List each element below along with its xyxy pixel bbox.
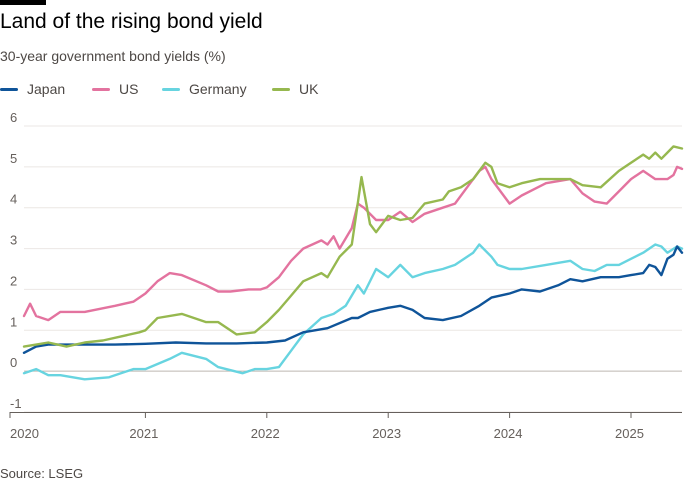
chart-title: Land of the rising bond yield	[0, 10, 263, 33]
y-tick-label: 3	[10, 233, 17, 248]
legend-item-us: US	[92, 80, 138, 98]
y-tick-label: 5	[10, 151, 17, 166]
legend-swatch	[272, 87, 290, 91]
y-tick-label: 1	[10, 314, 17, 329]
series-line-us	[22, 165, 684, 322]
y-tick-label: 0	[10, 355, 17, 370]
series-line-germany	[22, 243, 684, 381]
x-tick-label: 2023	[372, 426, 401, 441]
brand-bar	[0, 0, 46, 5]
legend-item-uk: UK	[272, 80, 318, 98]
legend-item-germany: Germany	[162, 80, 247, 98]
x-tick-label: 2022	[251, 426, 280, 441]
y-tick-label: 2	[10, 273, 17, 288]
legend-swatch	[162, 87, 180, 91]
x-tick-label: 2021	[129, 426, 158, 441]
legend-swatch	[0, 87, 18, 91]
x-tick-label: 2024	[494, 426, 523, 441]
y-tick-label: -1	[10, 396, 22, 411]
line-chart: -1 0 1 2 3 4 5 6 2020 2021 2022 2023 2024 2025	[9, 110, 684, 441]
legend-label: UK	[299, 81, 319, 97]
y-tick-label: 4	[10, 192, 17, 207]
x-tick-label: 2025	[615, 426, 644, 441]
legend-label: Japan	[27, 81, 66, 97]
legend-swatch	[92, 87, 110, 91]
source-note: Source: LSEG	[0, 466, 84, 481]
x-tick-label: 2020	[10, 426, 39, 441]
legend-label: US	[119, 81, 139, 97]
legend-item-japan: Japan	[0, 80, 65, 98]
series-line-uk	[22, 145, 684, 348]
chart-subtitle: 30-year government bond yields (%)	[0, 48, 226, 64]
legend-label: Germany	[189, 81, 247, 97]
series-line-japan	[22, 245, 684, 355]
y-tick-label: 6	[10, 110, 17, 125]
